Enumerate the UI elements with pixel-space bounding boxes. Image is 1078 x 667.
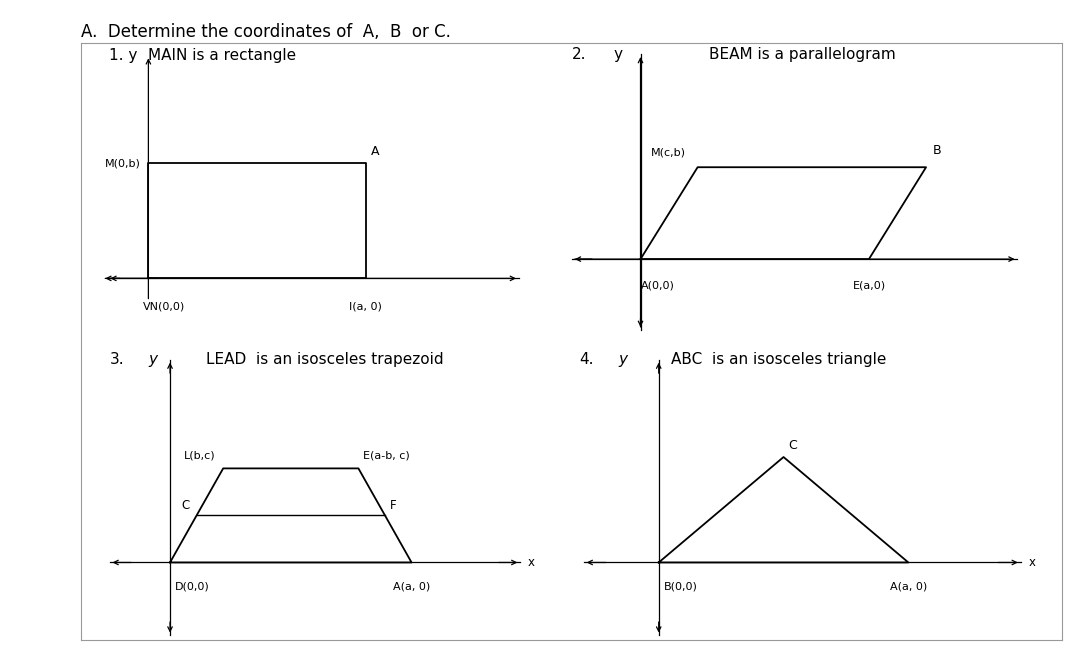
Text: A(0,0): A(0,0) xyxy=(640,280,675,290)
Text: L(b,c): L(b,c) xyxy=(184,450,216,460)
Text: x: x xyxy=(1028,556,1035,569)
Text: 2.: 2. xyxy=(572,47,586,62)
Text: 1. y: 1. y xyxy=(109,48,137,63)
Text: M(0,b): M(0,b) xyxy=(105,158,141,168)
Text: E(a-b, c): E(a-b, c) xyxy=(363,450,410,460)
Text: y: y xyxy=(613,47,622,62)
Text: C: C xyxy=(181,499,190,512)
Text: B(0,0): B(0,0) xyxy=(664,582,697,592)
Text: 3.: 3. xyxy=(110,352,124,367)
Text: D(0,0): D(0,0) xyxy=(175,582,209,592)
Text: I(a, 0): I(a, 0) xyxy=(349,301,382,311)
Text: B: B xyxy=(932,144,941,157)
Text: F: F xyxy=(390,499,397,512)
Text: y: y xyxy=(619,352,627,367)
Text: A.  Determine the coordinates of  A,  B  or C.: A. Determine the coordinates of A, B or … xyxy=(81,23,451,41)
Text: E(a,0): E(a,0) xyxy=(853,280,885,290)
Text: A: A xyxy=(371,145,379,159)
Text: LEAD  is an isosceles trapezoid: LEAD is an isosceles trapezoid xyxy=(206,352,444,367)
Text: M(c,b): M(c,b) xyxy=(651,147,687,157)
Text: x: x xyxy=(527,556,535,569)
Text: VN(0,0): VN(0,0) xyxy=(143,301,185,311)
Text: MAIN is a rectangle: MAIN is a rectangle xyxy=(149,48,296,63)
Text: A(a, 0): A(a, 0) xyxy=(392,582,430,592)
Text: BEAM is a parallelogram: BEAM is a parallelogram xyxy=(709,47,896,62)
Text: ABC  is an isosceles triangle: ABC is an isosceles triangle xyxy=(672,352,886,367)
Text: y: y xyxy=(149,352,157,367)
Text: A(a, 0): A(a, 0) xyxy=(889,582,927,592)
Text: 4.: 4. xyxy=(579,352,593,367)
Text: C: C xyxy=(788,439,798,452)
